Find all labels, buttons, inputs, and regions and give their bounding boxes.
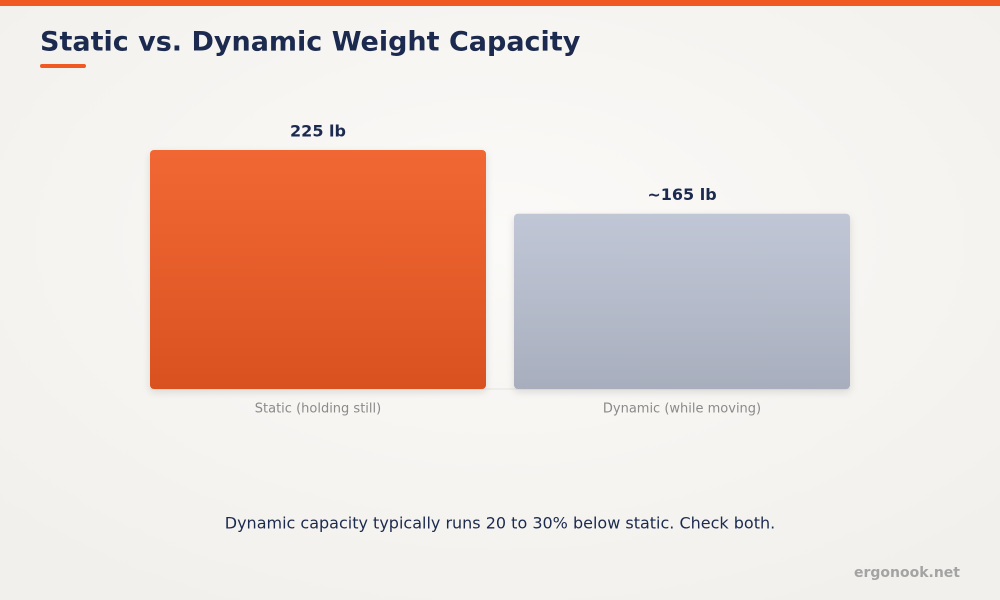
- top-accent: [0, 0, 1000, 6]
- x-tick-label: Static (holding still): [255, 402, 381, 417]
- value-label: 225 lb: [290, 122, 346, 141]
- x-tick-label: Dynamic (while moving): [603, 402, 761, 417]
- chart-title: Static vs. Dynamic Weight Capacity: [40, 27, 581, 58]
- note: Dynamic capacity typically runs 20 to 30…: [225, 514, 775, 533]
- source: ergonook.net: [854, 565, 960, 581]
- bar: [514, 213, 850, 389]
- title-underline: [40, 64, 86, 68]
- value-label: ~165 lb: [647, 185, 716, 204]
- bar: [150, 150, 486, 389]
